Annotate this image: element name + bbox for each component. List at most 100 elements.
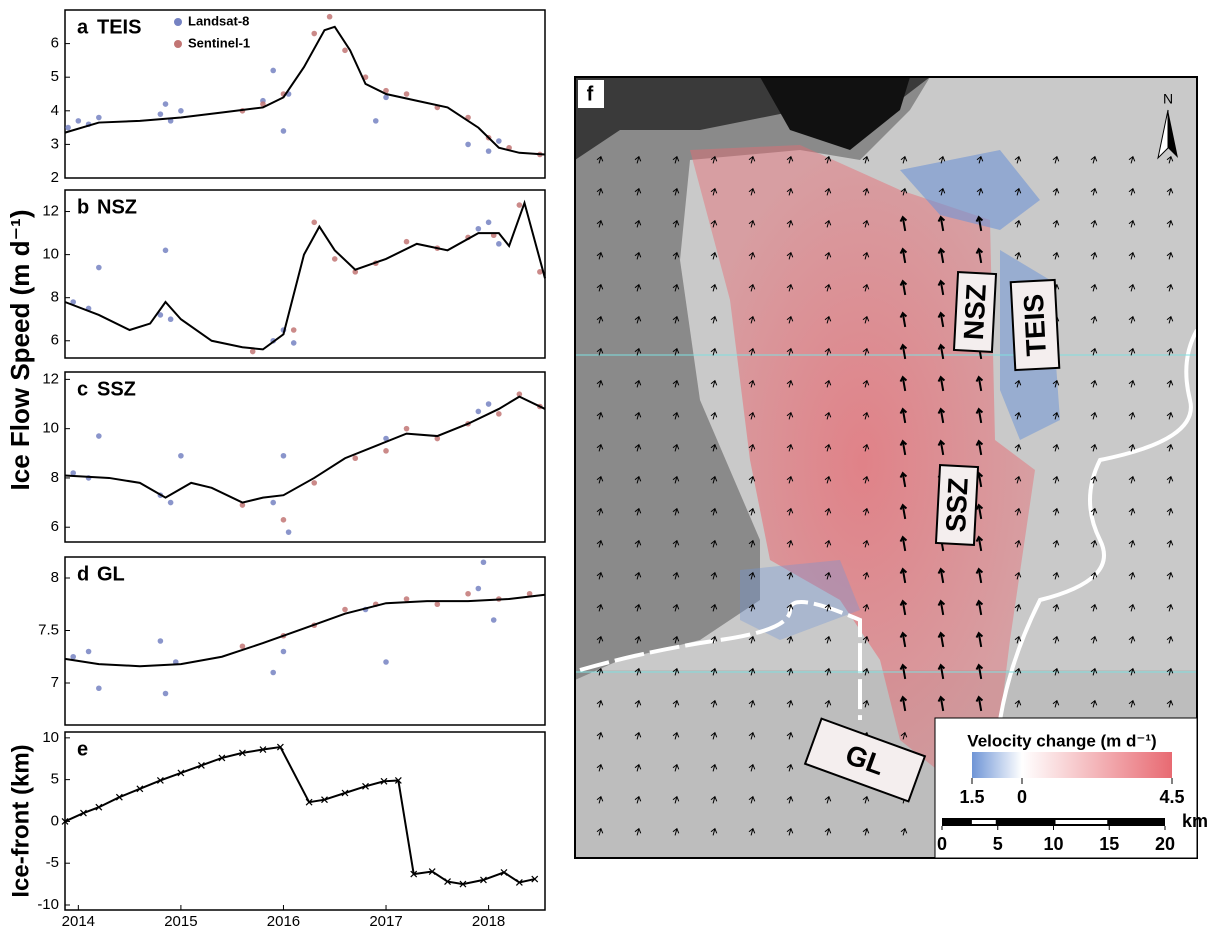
flow-arrow bbox=[672, 155, 680, 164]
flow-arrow bbox=[710, 635, 718, 644]
flow-arrow bbox=[824, 795, 832, 804]
flow-arrow bbox=[1128, 379, 1136, 388]
flow-arrow bbox=[1014, 507, 1022, 516]
flow-arrow bbox=[634, 315, 642, 324]
flow-arrow bbox=[1128, 219, 1136, 228]
marker bbox=[403, 425, 410, 432]
flow-arrow bbox=[1014, 187, 1022, 196]
flow-arrow bbox=[824, 507, 832, 516]
flow-arrow bbox=[1052, 443, 1060, 452]
plot-frame bbox=[64, 731, 546, 911]
flow-arrow bbox=[786, 443, 794, 452]
marker bbox=[331, 256, 338, 262]
flow-arrow bbox=[1166, 635, 1174, 644]
marker bbox=[380, 777, 388, 785]
marker bbox=[372, 118, 379, 124]
marker bbox=[500, 868, 508, 876]
y-tick-label: -10 bbox=[37, 896, 59, 913]
colorbar-tick-label: 1.5 bbox=[959, 787, 984, 807]
flow-arrow bbox=[975, 535, 984, 552]
flow-arrow bbox=[710, 667, 718, 676]
marker bbox=[157, 312, 164, 318]
zone-label-box bbox=[1009, 278, 1061, 372]
plot-frame bbox=[64, 189, 546, 359]
flow-arrow bbox=[596, 187, 604, 196]
flow-arrow bbox=[899, 471, 908, 488]
marker bbox=[270, 67, 277, 74]
flow-arrow bbox=[634, 603, 642, 612]
flow-arrow bbox=[634, 219, 642, 228]
flow-arrow bbox=[748, 315, 756, 324]
x-tick-label: 2016 bbox=[267, 913, 300, 930]
y-tick-label: 6 bbox=[51, 35, 59, 52]
flow-arrow bbox=[1052, 603, 1060, 612]
marker bbox=[285, 529, 292, 535]
y-tick-label: 6 bbox=[51, 518, 59, 535]
zone-label-group: NSZ bbox=[952, 271, 998, 353]
flow-arrow bbox=[1166, 411, 1174, 420]
flow-arrow bbox=[748, 763, 756, 772]
marker bbox=[341, 789, 349, 797]
marker bbox=[260, 101, 266, 107]
flow-arrow bbox=[862, 219, 870, 228]
flow-arrow bbox=[899, 407, 908, 424]
marker bbox=[61, 817, 69, 825]
flow-arrow bbox=[937, 695, 946, 712]
panel-label: a bbox=[77, 16, 89, 38]
flow-arrow bbox=[1014, 411, 1022, 420]
flow-arrow bbox=[1090, 187, 1098, 196]
flow-arrow bbox=[1014, 571, 1022, 580]
flow-arrow bbox=[786, 795, 794, 804]
marker bbox=[280, 128, 287, 134]
flow-arrow bbox=[596, 443, 604, 452]
flow-arrow bbox=[710, 283, 718, 292]
y-tick-label: 8 bbox=[51, 569, 59, 586]
flow-arrow bbox=[672, 251, 680, 260]
flow-arrow bbox=[672, 411, 680, 420]
series-line bbox=[64, 395, 546, 504]
flow-arrow bbox=[710, 251, 718, 260]
flow-arrow bbox=[596, 699, 604, 708]
flow-arrow bbox=[937, 279, 946, 296]
flow-arrow bbox=[748, 187, 756, 196]
marker bbox=[321, 796, 328, 804]
marker bbox=[526, 590, 533, 597]
flow-arrow bbox=[786, 731, 794, 740]
flow-arrow bbox=[862, 635, 870, 644]
marker bbox=[249, 348, 256, 355]
marker bbox=[485, 219, 492, 226]
flow-arrow bbox=[1166, 667, 1174, 676]
flow-arrow bbox=[1090, 411, 1098, 420]
flow-arrow bbox=[672, 507, 680, 516]
flow-arrow bbox=[824, 699, 832, 708]
flow-arrow bbox=[862, 411, 870, 420]
flow-arrow bbox=[672, 219, 680, 228]
flow-arrow bbox=[634, 379, 642, 388]
flow-arrow bbox=[672, 539, 680, 548]
flow-arrow bbox=[748, 379, 756, 388]
flow-arrow bbox=[786, 475, 794, 484]
marker bbox=[531, 875, 539, 883]
scalebar-label: 20 bbox=[1155, 834, 1175, 854]
flow-arrow bbox=[1090, 283, 1098, 292]
marker bbox=[259, 746, 267, 753]
y-tick-label: 5 bbox=[51, 771, 59, 788]
marker bbox=[480, 876, 487, 884]
north-arrow bbox=[1168, 110, 1178, 158]
flow-arrow bbox=[899, 215, 908, 232]
legend-marker bbox=[174, 40, 182, 48]
flow-arrow bbox=[748, 347, 756, 356]
marker bbox=[157, 638, 164, 644]
zone-label-group: TEIS bbox=[1009, 278, 1061, 372]
flow-arrow bbox=[1014, 155, 1022, 164]
flow-arrow bbox=[710, 187, 718, 196]
flow-arrow bbox=[634, 571, 642, 580]
zone-label-box bbox=[803, 717, 927, 803]
flow-arrow bbox=[786, 603, 794, 612]
flow-arrow bbox=[1090, 251, 1098, 260]
flow-arrow bbox=[672, 283, 680, 292]
marker bbox=[65, 124, 71, 131]
flow-arrow bbox=[900, 155, 908, 164]
flow-arrow bbox=[975, 599, 984, 616]
flow-arrow bbox=[975, 567, 984, 584]
